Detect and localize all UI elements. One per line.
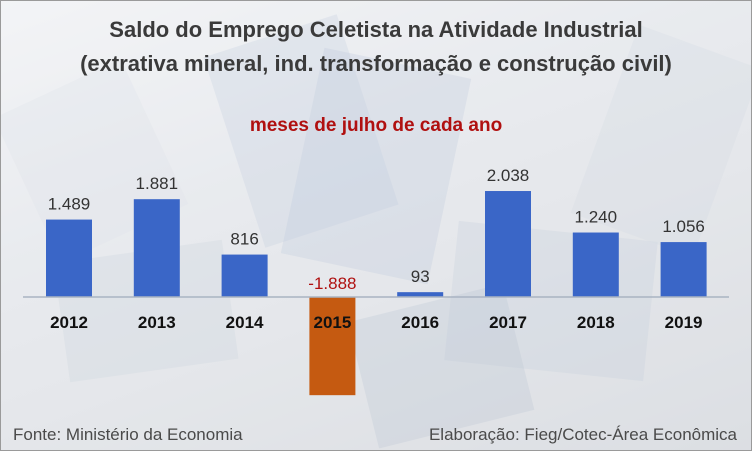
data-label-2016: 93 <box>411 267 430 286</box>
chart-title: Saldo do Emprego Celetista na Atividade … <box>109 17 643 42</box>
x-tick-2018: 2018 <box>577 313 615 332</box>
credit-note: Elaboração: Fieg/Cotec-Área Econômica <box>428 425 737 444</box>
bar-2019 <box>660 242 707 297</box>
bar-2014 <box>221 254 268 297</box>
bar-2013 <box>133 199 180 297</box>
data-label-2019: 1.056 <box>662 217 705 236</box>
data-label-2015: -1.888 <box>308 274 356 293</box>
bar-2017 <box>485 191 531 297</box>
bar-2015 <box>309 297 356 396</box>
data-label-2018: 1.240 <box>575 208 618 227</box>
x-tick-2013: 2013 <box>138 313 176 332</box>
x-tick-2016: 2016 <box>401 313 439 332</box>
data-label-2017: 2.038 <box>487 166 530 185</box>
bar-2012 <box>46 219 92 297</box>
x-tick-2019: 2019 <box>665 313 703 332</box>
data-label-2012: 1.489 <box>48 195 91 214</box>
bar-2016 <box>397 292 444 297</box>
source-note: Fonte: Ministério da Economia <box>13 425 243 444</box>
chart-subtitle: meses de julho de cada ano <box>249 115 503 136</box>
bar-2018 <box>572 232 619 297</box>
x-tick-2015: 2015 <box>313 313 351 332</box>
chart-title-line-2: (extrativa mineral, ind. transformação e… <box>80 51 672 76</box>
data-label-2013: 1.881 <box>136 174 179 193</box>
data-label-2014: 816 <box>230 230 258 249</box>
x-tick-2014: 2014 <box>226 313 264 332</box>
x-tick-2012: 2012 <box>50 313 88 332</box>
x-tick-2017: 2017 <box>489 313 527 332</box>
